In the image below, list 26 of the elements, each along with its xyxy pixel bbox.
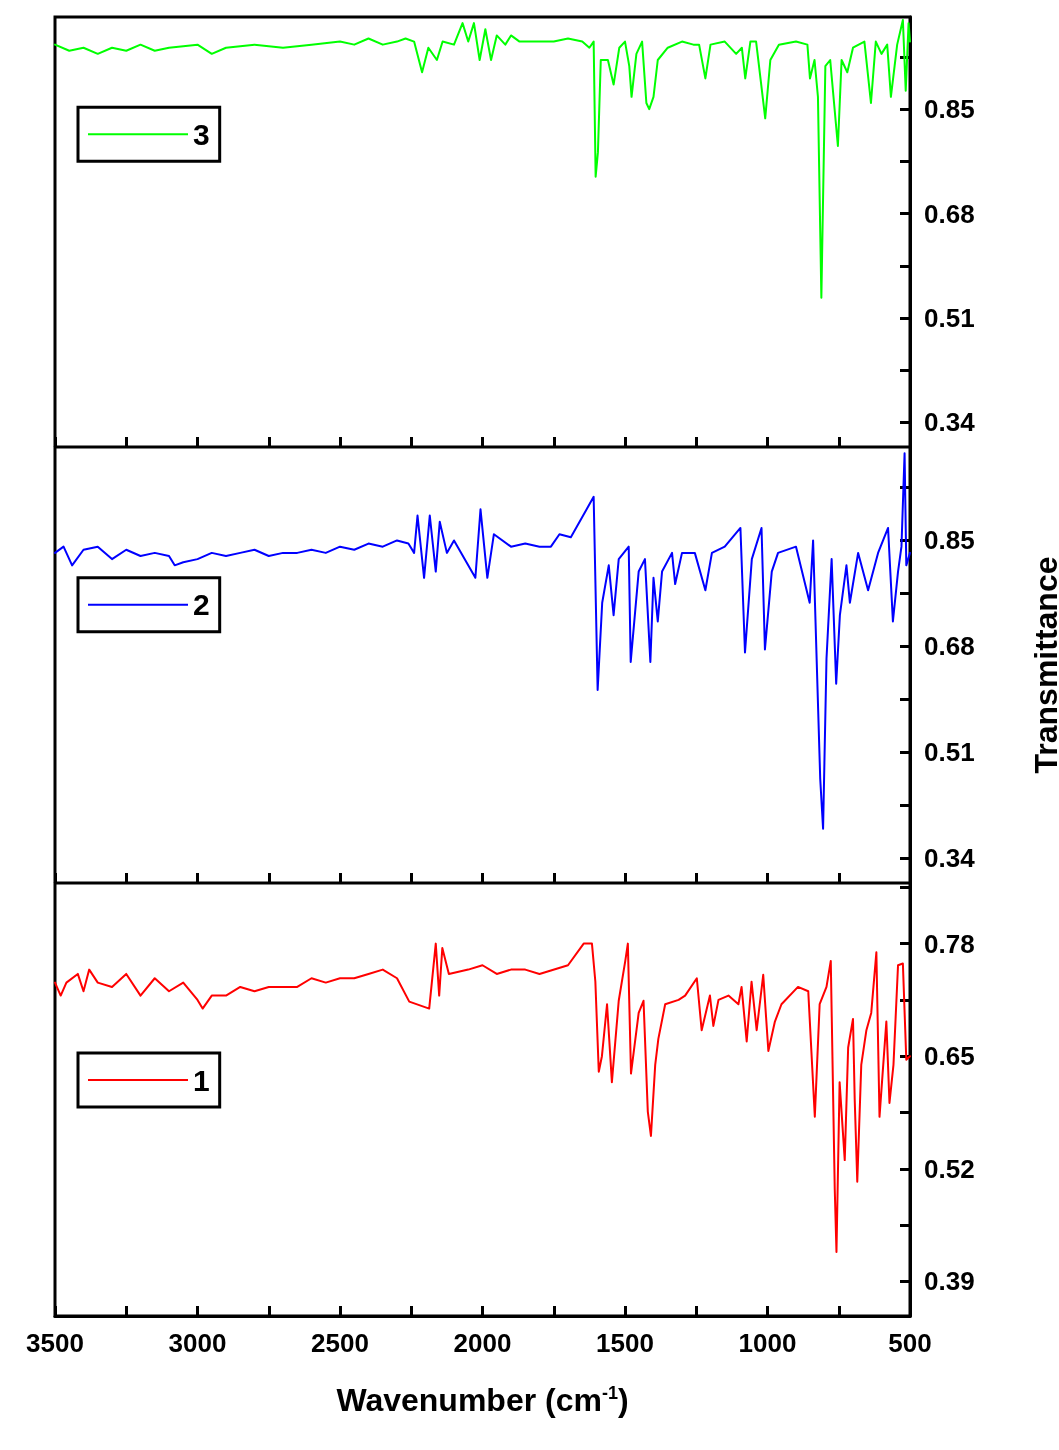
y-tick-label: 0.34 [924, 843, 976, 874]
x-tick-label: 1000 [738, 1328, 797, 1358]
y-tick-label: 0.51 [924, 737, 975, 768]
y-tick-label: 0.68 [924, 198, 975, 229]
x-tick-label: 3000 [168, 1328, 227, 1358]
y-tick-label: 0.85 [924, 94, 975, 125]
line-series [54, 19, 911, 299]
y-tick-label: 0.51 [924, 303, 975, 333]
y-tick-label: 0.68 [924, 631, 975, 662]
y-tick-label: 0.52 [924, 1153, 975, 1184]
x-tick-label: 3500 [26, 1328, 84, 1358]
y-tick-label: 0.34 [924, 407, 976, 438]
x-tick-label: 1500 [596, 1328, 654, 1358]
x-tick-label: 500 [888, 1328, 932, 1358]
x-tick-label: 2000 [453, 1328, 512, 1358]
legend-label: 1 [193, 1063, 210, 1097]
y-tick-label: 0.65 [924, 1041, 975, 1072]
legend-label: 3 [193, 117, 210, 151]
y-axis-title: Transmittance [1028, 556, 1059, 774]
legend-label: 2 [193, 588, 210, 622]
x-tick-label: 2500 [311, 1328, 369, 1358]
y-tick-label: 0.85 [924, 525, 975, 556]
line-series [54, 452, 911, 830]
y-tick-label: 0.39 [924, 1266, 975, 1297]
line-series [54, 942, 911, 1253]
y-tick-label: 0.78 [924, 928, 975, 959]
